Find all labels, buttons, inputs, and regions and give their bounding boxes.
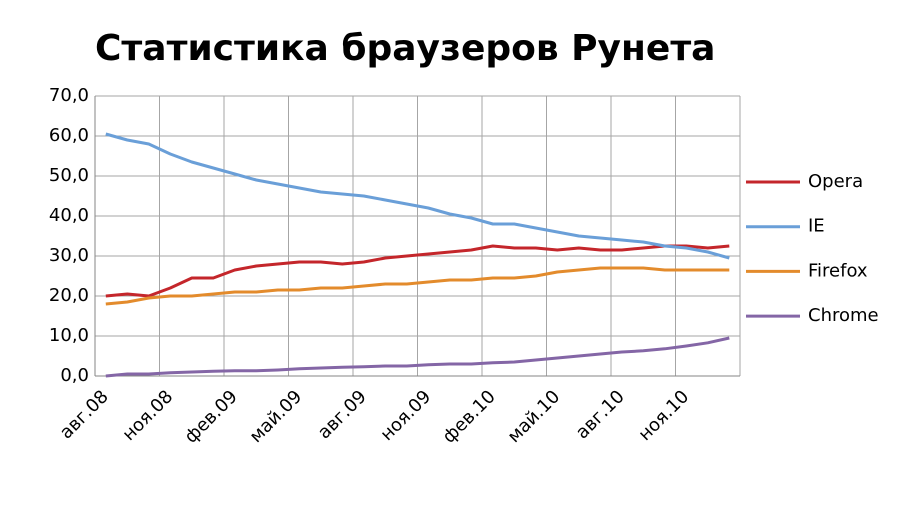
series-line: [105, 266, 730, 306]
legend-label: Chrome: [808, 305, 879, 326]
y-tick-label: 60,0: [49, 125, 89, 146]
legend-label: Firefox: [808, 260, 868, 281]
x-tick-label: ноя.10: [634, 386, 693, 445]
chart-title: Статистика браузеров Рунета: [95, 28, 715, 69]
y-tick-label: 0,0: [60, 365, 89, 386]
x-tick-label: ноя.08: [118, 386, 177, 445]
x-tick-label: май.10: [504, 386, 565, 447]
series-line: [105, 336, 730, 378]
y-tick-label: 30,0: [49, 245, 89, 266]
x-tick-label: фев.09: [181, 386, 242, 447]
x-tick-label: авг.09: [314, 386, 371, 443]
y-tick-label: 20,0: [49, 285, 89, 306]
x-tick-label: фев.10: [439, 386, 500, 447]
x-tick-label: авг.10: [572, 386, 629, 443]
y-tick-label: 10,0: [49, 325, 89, 346]
x-tick-label: ноя.09: [376, 386, 435, 445]
legend-label: Opera: [808, 171, 863, 192]
y-tick-label: 70,0: [49, 85, 89, 106]
series-line: [105, 132, 730, 260]
x-tick-label: май.09: [246, 386, 307, 447]
y-tick-label: 40,0: [49, 205, 89, 226]
series-line: [105, 244, 730, 298]
x-tick-label: авг.08: [56, 386, 113, 443]
y-tick-label: 50,0: [49, 165, 89, 186]
legend-label: IE: [808, 216, 825, 237]
